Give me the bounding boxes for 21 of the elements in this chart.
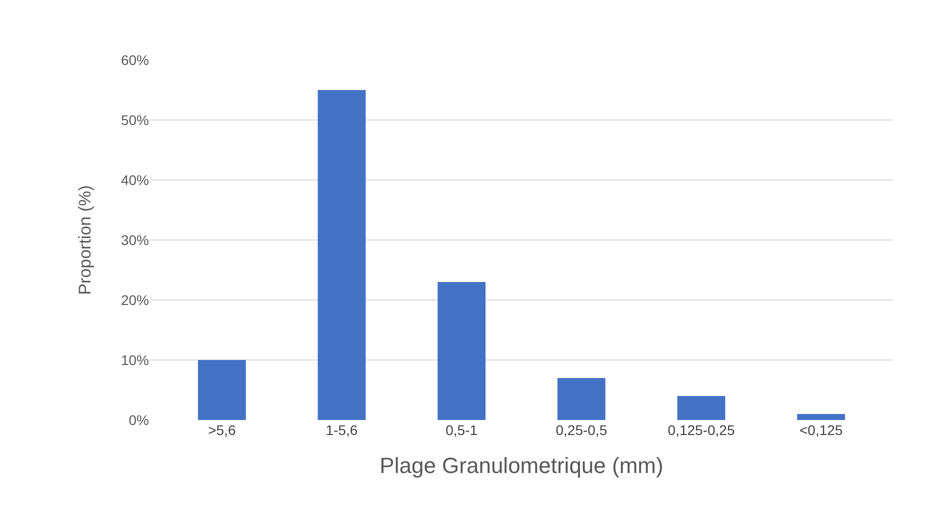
x-tick-label: 0,125-0,25: [668, 422, 735, 438]
y-axis-title: Proportion (%): [76, 185, 95, 295]
y-tick-label: 10%: [120, 352, 149, 368]
y-tick-label: 0%: [128, 412, 149, 428]
y-tick-label: 50%: [120, 112, 149, 128]
x-tick-label: 0,5-1: [446, 422, 478, 438]
y-tick-label: 60%: [120, 52, 149, 68]
x-tick-label: >5,6: [208, 422, 236, 438]
y-tick-label: 20%: [120, 292, 149, 308]
x-tick-label: 1-5,6: [326, 422, 358, 438]
bar: [198, 360, 246, 420]
bar: [797, 414, 846, 420]
y-tick-label: 40%: [120, 172, 149, 188]
bar: [677, 396, 726, 420]
bar: [438, 282, 486, 420]
x-tick-label: 0,25-0,5: [556, 422, 608, 438]
y-tick-label: 30%: [120, 232, 149, 248]
bar: [318, 90, 366, 420]
x-tick-label: <0,125: [799, 422, 843, 438]
x-axis-title: Plage Granulometrique (mm): [380, 452, 664, 478]
bar: [557, 378, 606, 420]
